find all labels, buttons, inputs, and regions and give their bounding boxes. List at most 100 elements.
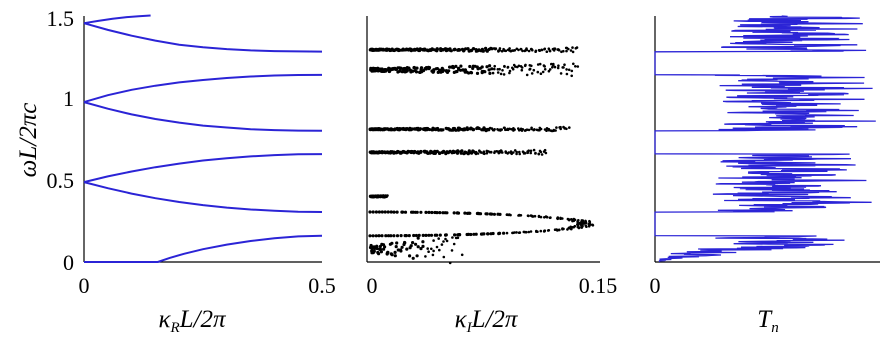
imag-point-b3-198 bbox=[518, 150, 521, 154]
imag-point-b5-187 bbox=[467, 211, 471, 215]
imag-point-b6-21 bbox=[379, 250, 383, 254]
imag-point-b5-200 bbox=[427, 210, 431, 214]
imag-point-b5-14 bbox=[412, 233, 416, 238]
imag-point-b1-189 bbox=[530, 72, 534, 75]
imag-point-b3-167 bbox=[482, 150, 486, 153]
imag-point-b6-54 bbox=[419, 247, 423, 251]
imag-point-b1-139 bbox=[468, 64, 472, 69]
imag-point-b1-207 bbox=[557, 64, 560, 67]
imag-point-b0-109 bbox=[435, 47, 439, 52]
imag-point-b1-192 bbox=[536, 63, 540, 66]
imag-point-b0-126 bbox=[453, 47, 457, 52]
imag-point-b2-140 bbox=[465, 126, 469, 130]
imag-point-b2-117 bbox=[441, 128, 445, 132]
imag-point-b5-5 bbox=[384, 234, 388, 238]
imag-point-b6-36 bbox=[394, 245, 398, 249]
imag-point-b5-207 bbox=[403, 210, 408, 214]
imag-point-b2-102 bbox=[427, 127, 431, 132]
imag-point-b2-146 bbox=[471, 127, 476, 132]
imag-point-b3-174 bbox=[489, 150, 493, 154]
imag-point-b5-175 bbox=[492, 212, 496, 216]
imag-point-b5-41 bbox=[486, 232, 490, 236]
imag-point-b1-172 bbox=[508, 69, 512, 73]
imag-point-b2-180 bbox=[513, 128, 516, 131]
imag-point-b5-20 bbox=[429, 233, 434, 237]
imag-point-b5-159 bbox=[537, 214, 541, 218]
imag-point-b5-58 bbox=[522, 230, 526, 234]
imag-point-b5-53 bbox=[513, 231, 516, 234]
imag-point-b5-146 bbox=[559, 216, 562, 220]
imag-point-b1-215 bbox=[570, 69, 574, 73]
imag-point-b0-197 bbox=[543, 47, 546, 51]
imag-point-b5-139 bbox=[572, 217, 576, 221]
imag-point-b0-150 bbox=[481, 49, 485, 53]
imag-point-b6-33 bbox=[393, 250, 397, 254]
imag-point-b5-3 bbox=[377, 234, 381, 238]
imag-point-b2-172 bbox=[503, 126, 506, 130]
imag-point-b5-184 bbox=[476, 211, 480, 215]
imag-point-b1-200 bbox=[548, 68, 552, 71]
panel2-xlabel-subscript: I bbox=[466, 320, 473, 336]
imag-point-b6-79 bbox=[460, 253, 464, 257]
imag-point-b2-93 bbox=[418, 127, 422, 131]
imag-point-b2-138 bbox=[462, 127, 466, 131]
panel2-xlabel: κIL/2π bbox=[455, 306, 519, 336]
panel1-xlabel-subscript: R bbox=[169, 320, 179, 336]
imag-point-b0-189 bbox=[531, 48, 534, 52]
imag-point-b5-15 bbox=[414, 233, 418, 238]
imag-point-b5-13 bbox=[407, 234, 411, 238]
imag-point-b3-84 bbox=[406, 150, 411, 154]
imag-point-b5-168 bbox=[518, 213, 521, 217]
imag-point-b6-40 bbox=[400, 245, 404, 249]
imag-point-b0-210 bbox=[562, 49, 565, 53]
imag-point-b5-61 bbox=[529, 230, 533, 233]
imag-point-b0-114 bbox=[441, 48, 445, 52]
imag-point-b0-157 bbox=[489, 46, 493, 50]
imag-point-b3-20 bbox=[372, 150, 376, 154]
imag-point-b5-67 bbox=[543, 229, 547, 232]
imag-point-b3-207 bbox=[529, 151, 532, 155]
imag-point-b5-214 bbox=[383, 210, 387, 214]
imag-point-b5-191 bbox=[456, 211, 460, 215]
imag-point-b5-202 bbox=[419, 210, 423, 214]
imag-point-b1-124 bbox=[451, 64, 455, 69]
imag-point-b4-79 bbox=[386, 194, 389, 197]
imag-point-b5-75 bbox=[555, 228, 558, 231]
imag-point-b2-59 bbox=[392, 128, 397, 132]
imag-point-b5-158 bbox=[533, 214, 537, 218]
imag-point-b2-150 bbox=[476, 126, 480, 130]
imag-point-b1-218 bbox=[574, 65, 577, 68]
imag-point-b6-43 bbox=[403, 240, 407, 245]
imag-point-b5-17 bbox=[421, 233, 425, 237]
imag-point-b1-210 bbox=[563, 63, 566, 66]
imag-point-b6-34 bbox=[393, 254, 397, 258]
imag-point-b1-158 bbox=[491, 71, 495, 75]
transmission-line bbox=[654, 15, 876, 262]
imag-point-b3-45 bbox=[382, 150, 386, 154]
imag-point-b6-69 bbox=[442, 240, 445, 243]
imag-point-b1-181 bbox=[520, 68, 524, 72]
imag-point-b1-194 bbox=[539, 72, 543, 75]
imag-point-b5-22 bbox=[433, 233, 437, 237]
imag-point-b6-73 bbox=[450, 249, 454, 252]
imag-point-b1-65 bbox=[397, 69, 402, 73]
imag-point-b6-58 bbox=[427, 250, 430, 253]
imag-point-b2-195 bbox=[533, 128, 536, 131]
panel-band-structure: 0 0.5 1 1.5 0 0.5 ωL/2πc κRL/2π bbox=[15, 6, 336, 336]
imag-point-b0-119 bbox=[446, 47, 450, 52]
imag-point-b3-157 bbox=[471, 149, 475, 153]
imag-point-b5-54 bbox=[515, 231, 518, 234]
imag-point-b5-64 bbox=[539, 229, 543, 233]
imag-point-b0-215 bbox=[569, 49, 573, 52]
imag-point-b0-165 bbox=[500, 49, 504, 53]
band-line-5 bbox=[84, 234, 323, 263]
imag-point-b1-133 bbox=[461, 68, 465, 72]
imag-point-b6-68 bbox=[442, 255, 446, 259]
imag-point-b3-161 bbox=[476, 152, 480, 155]
imag-point-b6-57 bbox=[424, 255, 427, 258]
imag-point-b1-176 bbox=[514, 65, 517, 68]
imag-point-b1-140 bbox=[469, 71, 474, 75]
imag-point-b1-186 bbox=[528, 67, 532, 71]
imag-point-b0-122 bbox=[449, 49, 453, 53]
imag-point-b1-162 bbox=[498, 67, 501, 71]
